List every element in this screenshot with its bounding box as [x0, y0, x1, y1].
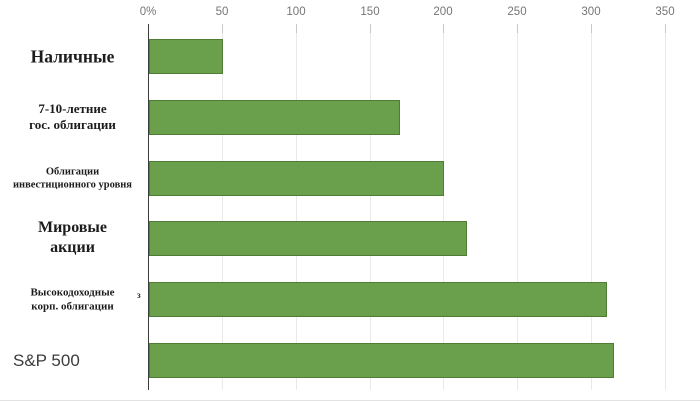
category-label-4: Высокодоходные корп. облигации	[30, 286, 115, 313]
gridline-50	[222, 28, 223, 390]
gridline-100	[296, 28, 297, 390]
category-label-3: Мировые акции	[37, 218, 108, 257]
category-label-2: Облигации инвестиционного уровня	[13, 165, 132, 191]
tick-mark-150	[370, 24, 371, 33]
category-label-0: Наличные	[30, 46, 115, 67]
chart-bar-1	[149, 100, 400, 135]
category-label-5: S&P 500	[13, 350, 80, 370]
tick-label-150: 150	[360, 6, 380, 18]
chart-bar-0	[149, 39, 223, 74]
tick-mark-200	[443, 24, 444, 33]
gridline-300	[591, 28, 592, 390]
tick-label-50: 50	[215, 6, 229, 18]
chart-bar-5	[149, 343, 614, 378]
tick-mark-250	[517, 24, 518, 33]
chart-bar-3	[149, 221, 467, 256]
tick-label-300: 300	[581, 6, 601, 18]
tick-mark-350	[665, 24, 666, 33]
tick-mark-100	[296, 24, 297, 33]
tick-label-250: 250	[507, 6, 527, 18]
gridline-350	[665, 28, 666, 390]
gridline-250	[517, 28, 518, 390]
tick-mark-300	[591, 24, 592, 33]
gridline-150	[370, 28, 371, 390]
gridline-200	[443, 28, 444, 390]
tick-label-200: 200	[433, 6, 453, 18]
tick-label-350: 350	[655, 6, 675, 18]
chart-bar-2	[149, 161, 444, 196]
chart-bar-4	[149, 282, 607, 317]
zero-axis-line	[148, 27, 149, 390]
stray-text-fragment: з	[137, 290, 141, 300]
category-label-1: 7-10-летние гос. облигации	[29, 100, 116, 133]
tick-label-0: 0%	[139, 6, 157, 18]
tick-label-100: 100	[286, 6, 306, 18]
tick-mark-50	[222, 24, 223, 33]
